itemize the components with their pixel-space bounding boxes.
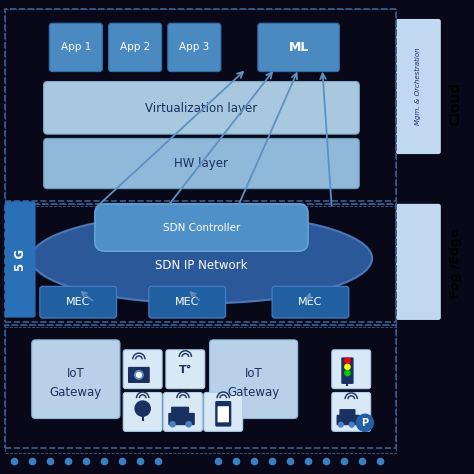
FancyBboxPatch shape <box>95 204 308 251</box>
Text: Mgm. & Orchestration: Mgm. & Orchestration <box>415 48 421 125</box>
FancyBboxPatch shape <box>32 340 120 419</box>
Text: IoT: IoT <box>67 367 85 380</box>
FancyBboxPatch shape <box>44 82 359 134</box>
Text: SDN IP Network: SDN IP Network <box>155 259 248 272</box>
Text: IoT: IoT <box>245 367 263 380</box>
Circle shape <box>135 401 150 416</box>
Text: SDN Controller: SDN Controller <box>163 222 240 233</box>
Text: MEC: MEC <box>66 297 91 307</box>
FancyBboxPatch shape <box>204 392 243 431</box>
FancyBboxPatch shape <box>332 392 371 431</box>
FancyBboxPatch shape <box>123 392 162 431</box>
Circle shape <box>356 414 374 431</box>
Text: Gateway: Gateway <box>50 386 102 399</box>
Text: Gateway: Gateway <box>228 386 280 399</box>
Ellipse shape <box>31 213 372 303</box>
FancyBboxPatch shape <box>123 350 162 389</box>
Circle shape <box>135 371 143 379</box>
FancyBboxPatch shape <box>166 350 205 389</box>
Circle shape <box>137 373 141 377</box>
FancyBboxPatch shape <box>396 204 441 320</box>
Circle shape <box>186 422 191 427</box>
FancyBboxPatch shape <box>215 401 231 427</box>
Circle shape <box>345 358 350 363</box>
FancyBboxPatch shape <box>49 23 102 72</box>
Circle shape <box>170 422 175 427</box>
Circle shape <box>345 364 350 370</box>
FancyBboxPatch shape <box>396 19 441 154</box>
FancyBboxPatch shape <box>258 23 339 72</box>
FancyBboxPatch shape <box>5 201 36 318</box>
Text: Fog /Edge: Fog /Edge <box>448 228 462 298</box>
FancyBboxPatch shape <box>109 23 162 72</box>
Text: App 1: App 1 <box>61 42 91 53</box>
Circle shape <box>338 422 343 427</box>
Text: T°: T° <box>179 365 192 375</box>
FancyBboxPatch shape <box>332 350 371 389</box>
Text: MEC: MEC <box>298 297 323 307</box>
FancyBboxPatch shape <box>341 357 354 384</box>
Text: P: P <box>361 418 369 428</box>
FancyBboxPatch shape <box>128 367 150 383</box>
FancyBboxPatch shape <box>40 286 117 318</box>
FancyBboxPatch shape <box>168 413 195 425</box>
FancyBboxPatch shape <box>218 406 229 422</box>
FancyBboxPatch shape <box>272 286 349 318</box>
Circle shape <box>345 371 350 375</box>
Text: ML: ML <box>289 41 309 54</box>
FancyBboxPatch shape <box>149 286 226 318</box>
FancyBboxPatch shape <box>339 409 356 418</box>
FancyBboxPatch shape <box>171 407 189 417</box>
FancyBboxPatch shape <box>44 138 359 189</box>
FancyBboxPatch shape <box>164 392 202 431</box>
Text: Virtualization layer: Virtualization layer <box>146 101 257 115</box>
FancyBboxPatch shape <box>337 415 360 425</box>
Text: 5 G: 5 G <box>14 249 27 271</box>
Text: Cloud: Cloud <box>448 82 462 127</box>
Text: App 2: App 2 <box>120 42 150 53</box>
Text: MEC: MEC <box>175 297 200 307</box>
Text: HW layer: HW layer <box>174 157 228 170</box>
Circle shape <box>349 422 354 427</box>
FancyBboxPatch shape <box>168 23 221 72</box>
FancyBboxPatch shape <box>210 340 298 419</box>
Text: App 3: App 3 <box>179 42 210 53</box>
